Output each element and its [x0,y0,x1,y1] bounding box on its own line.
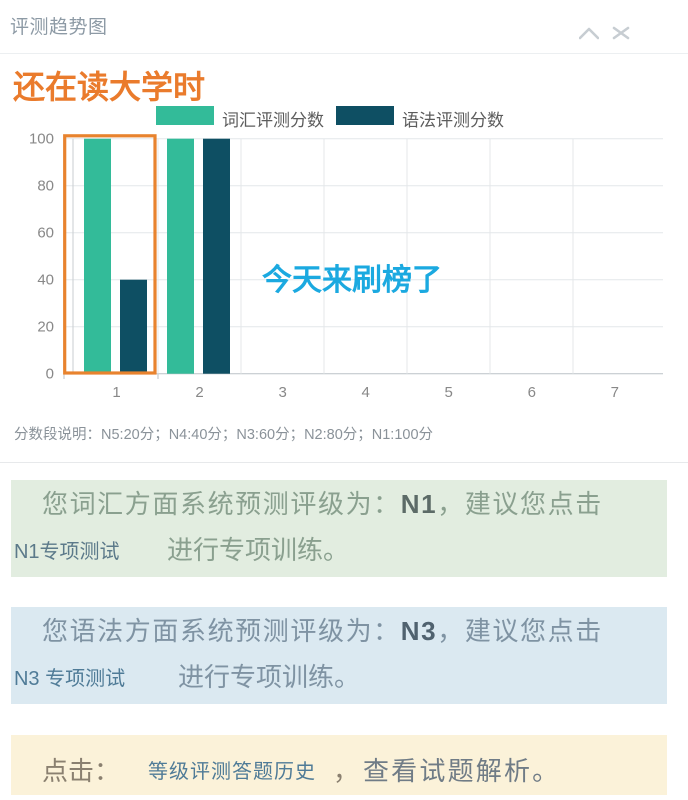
svg-text:2: 2 [195,384,203,401]
svg-text:20: 20 [37,319,54,336]
svg-text:80: 80 [37,178,54,195]
svg-text:60: 60 [37,225,54,242]
svg-text:100: 100 [29,131,54,148]
svg-text:7: 7 [611,384,619,401]
svg-text:3: 3 [279,384,287,401]
svg-text:4: 4 [362,384,370,401]
svg-text:今天来刷榜了: 今天来刷榜了 [262,263,442,297]
svg-text:1: 1 [112,384,120,401]
svg-text:0: 0 [46,366,54,383]
svg-text:5: 5 [445,384,453,401]
svg-text:40: 40 [37,272,54,289]
svg-text:6: 6 [528,384,536,401]
